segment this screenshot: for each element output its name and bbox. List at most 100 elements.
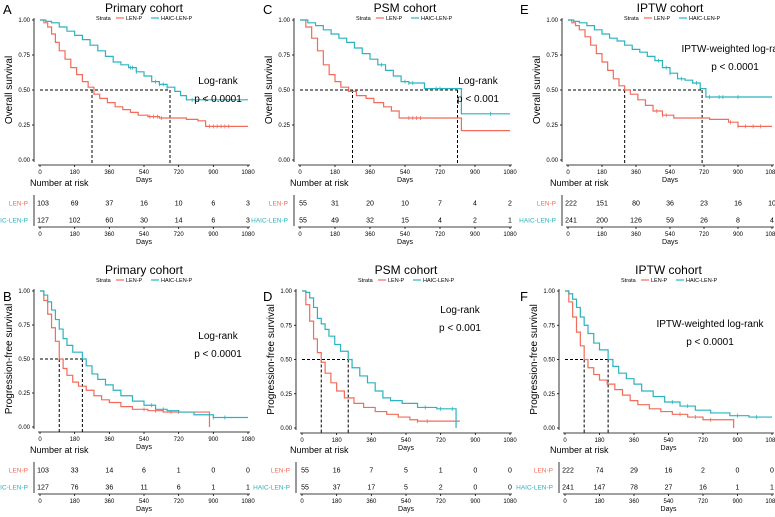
risk-x-axis-label: Days <box>662 239 678 246</box>
risk-x-axis-label: Days <box>397 239 413 246</box>
x-tick-label: 360 <box>366 438 377 444</box>
risk-count-haic: 102 <box>69 218 81 225</box>
risk-x-axis-label: Days <box>136 239 152 246</box>
risk-x-tick-label: 720 <box>435 232 446 238</box>
risk-table-title: Number at risk <box>30 445 89 455</box>
y-tick-label: 0.75 <box>18 323 30 329</box>
panel-letter: E <box>520 2 529 17</box>
risk-count-len: 0 <box>473 468 477 475</box>
risk-count-haic: 147 <box>594 485 606 492</box>
risk-x-tick-label: 0 <box>38 499 42 505</box>
x-tick-label: 720 <box>174 170 185 176</box>
risk-count-haic: 6 <box>211 218 215 225</box>
risk-x-tick-label: 1080 <box>765 232 775 238</box>
risk-count-len: 4 <box>473 201 477 208</box>
risk-row-label-len: LEN-P <box>537 201 556 208</box>
km-curve-haic <box>40 290 248 419</box>
risk-count-haic: 26 <box>700 218 708 225</box>
km-curve-len <box>568 19 772 127</box>
risk-x-tick-label: 1080 <box>241 499 255 505</box>
risk-x-tick-label: 360 <box>365 232 376 238</box>
panel-title: Primary cohort <box>105 263 184 277</box>
risk-row-label-haic: HAIC-LEN-P <box>516 485 553 492</box>
risk-count-haic: 76 <box>71 485 79 492</box>
y-tick-label: 0.00 <box>278 158 290 164</box>
risk-x-axis-label: Days <box>136 506 152 513</box>
risk-count-haic: 1 <box>211 485 215 492</box>
risk-x-tick-label: 1080 <box>241 232 255 238</box>
panel-letter: A <box>3 2 12 17</box>
risk-count-len: 69 <box>71 201 79 208</box>
x-tick-label: 1080 <box>241 170 255 176</box>
risk-x-tick-label: 360 <box>631 232 642 238</box>
x-axis-label: Days <box>397 177 413 184</box>
panel-letter: D <box>263 289 272 304</box>
stat-p-value: p < 0.0001 <box>194 349 242 360</box>
risk-x-tick-label: 180 <box>594 499 605 505</box>
risk-count-haic: 0 <box>508 485 512 492</box>
risk-count-len: 1 <box>439 468 443 475</box>
risk-x-tick-label: 0 <box>300 499 304 505</box>
legend-title: Strata <box>96 16 112 22</box>
risk-count-haic: 127 <box>37 485 49 492</box>
legend-title: Strata <box>96 278 112 284</box>
km-curve-len <box>40 19 248 127</box>
y-tick-label: 0.50 <box>18 357 30 363</box>
legend-label-len: LEN-P <box>126 278 143 284</box>
y-tick-label: 0.50 <box>278 88 290 94</box>
stat-p-value: p < 0.0001 <box>686 337 734 348</box>
risk-count-haic: 30 <box>140 218 148 225</box>
risk-table-title: Number at risk <box>290 178 349 188</box>
risk-count-haic: 1 <box>770 485 774 492</box>
risk-count-len: 55 <box>299 201 307 208</box>
stat-test-label: Log-rank <box>440 305 480 316</box>
x-tick-label: 180 <box>332 438 343 444</box>
x-tick-label: 1080 <box>765 170 775 176</box>
risk-count-haic: 11 <box>140 485 147 492</box>
km-curve-haic <box>568 19 772 98</box>
risk-x-tick-label: 900 <box>732 499 743 505</box>
risk-count-len: 6 <box>211 201 215 208</box>
legend-label-len: LEN-P <box>388 278 405 284</box>
y-tick-label: 0.00 <box>543 426 555 432</box>
risk-count-len: 10 <box>768 201 775 208</box>
risk-count-len: 36 <box>666 201 674 208</box>
y-axis-label: Progression-free survival <box>4 304 15 415</box>
y-axis-label: Overall survival <box>264 56 275 124</box>
legend-title: Strata <box>358 278 374 284</box>
x-tick-label: 0 <box>300 438 304 444</box>
y-tick-label: 1.00 <box>18 18 30 24</box>
risk-count-len: 31 <box>331 201 339 208</box>
risk-x-tick-label: 0 <box>38 232 42 238</box>
risk-count-len: 37 <box>105 201 113 208</box>
risk-x-tick-label: 540 <box>401 499 412 505</box>
risk-count-haic: 241 <box>565 218 577 225</box>
risk-count-haic: 55 <box>301 485 309 492</box>
risk-count-haic: 200 <box>596 218 608 225</box>
legend-label-haic: HAIC-LEN-P <box>161 16 193 22</box>
y-tick-label: 0.75 <box>546 53 558 59</box>
y-tick-label: 0.00 <box>546 158 558 164</box>
y-tick-label: 0.75 <box>280 323 292 329</box>
risk-x-tick-label: 720 <box>174 232 185 238</box>
stat-p-value: p < 0.001 <box>439 323 481 334</box>
risk-count-haic: 27 <box>665 485 673 492</box>
y-tick-label: 0.25 <box>280 392 292 398</box>
risk-count-len: 3 <box>246 201 250 208</box>
y-tick-label: 0.25 <box>18 391 30 397</box>
x-tick-label: 540 <box>401 438 412 444</box>
risk-count-len: 20 <box>366 201 374 208</box>
x-tick-label: 540 <box>139 437 150 443</box>
x-tick-label: 540 <box>139 170 150 176</box>
risk-row-label-haic: HAIC-LEN-P <box>0 485 28 492</box>
x-axis-label: Days <box>136 444 152 451</box>
risk-count-haic: 49 <box>331 218 339 225</box>
risk-count-len: 74 <box>596 468 604 475</box>
y-tick-label: 0.00 <box>18 158 30 164</box>
km-curve-len <box>300 19 510 132</box>
risk-x-tick-label: 180 <box>330 232 341 238</box>
risk-count-len: 2 <box>508 201 512 208</box>
